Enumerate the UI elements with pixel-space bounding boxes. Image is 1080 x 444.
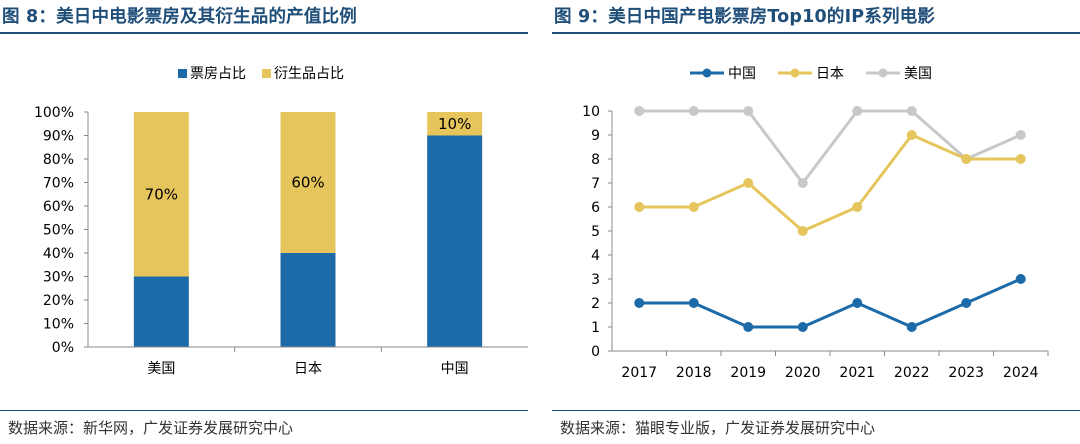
- point-1-5: [852, 298, 863, 308]
- y-tick-label-4: 30%: [43, 270, 74, 286]
- figure-9-panel: 图 9：美日中国产电影票房Top10的IP系列电影 中国 日本 美国 0 1 2 3 4 5 6 7…: [552, 0, 1080, 444]
- y-tick-label-2: 10%: [43, 317, 74, 333]
- data-label-3: 10%: [438, 115, 471, 133]
- y-tick-label-2: 1: [591, 320, 600, 336]
- point-1-8: [1015, 274, 1026, 284]
- title-rule: [552, 32, 1080, 34]
- point-2-6: [906, 130, 917, 140]
- y-tick-label-6: 50%: [43, 223, 74, 239]
- y-tick-label-1: 0: [591, 344, 600, 360]
- point-2-8: [1015, 154, 1026, 164]
- x-tick-label-6: 2022: [894, 365, 930, 381]
- legend-label-1: 票房占比: [190, 66, 246, 82]
- x-tick-label-5: 2021: [839, 365, 875, 381]
- y-tick-label-4: 3: [591, 272, 600, 288]
- x-tick-label-2: 2018: [676, 365, 712, 381]
- point-3-8: [1015, 130, 1026, 140]
- y-tick-label-10: 90%: [43, 129, 74, 145]
- y-tick-label-7: 6: [591, 200, 600, 216]
- y-tick-label-5: 40%: [43, 246, 74, 262]
- bar-1-2: [280, 253, 336, 347]
- x-tick-label-2: 日本: [294, 361, 322, 377]
- y-tick-label-11: 10: [582, 104, 600, 120]
- point-2-3: [743, 178, 754, 188]
- y-tick-label-6: 5: [591, 224, 600, 240]
- line-chart: 中国 日本 美国 0 1 2 3 4 5 6 7 8 9 10 2017 2018 2019 2020 2021 20…: [582, 66, 1049, 381]
- point-1-2: [688, 298, 699, 308]
- point-3-5: [852, 106, 863, 116]
- y-tick-label-8: 7: [591, 176, 600, 192]
- legend-marker-3: [878, 68, 888, 78]
- bar-1-3: [427, 135, 483, 347]
- point-3-1: [634, 106, 645, 116]
- stacked-bar-chart: 票房占比 衍生品占比 70% 美国 60% 日本 10% 中国 0% 10% 20% 30% 40% 50…: [34, 66, 528, 377]
- y-tick-label-5: 4: [591, 248, 600, 264]
- bar-1-1: [133, 276, 189, 347]
- y-tick-label-3: 2: [591, 296, 600, 312]
- series-line-2: [639, 133, 1021, 233]
- point-3-4: [797, 178, 808, 188]
- x-tick-label-1: 美国: [147, 361, 175, 377]
- point-1-3: [743, 322, 754, 332]
- x-tick-label-3: 2019: [730, 365, 766, 381]
- x-tick-label-7: 2023: [948, 365, 984, 381]
- series-line-3: [639, 109, 1022, 185]
- y-tick-label-10: 9: [591, 128, 600, 144]
- legend-swatch-1: [178, 69, 187, 78]
- point-1-1: [634, 298, 645, 308]
- bar-2-2: [280, 112, 336, 253]
- source-rule: [0, 410, 528, 411]
- figure-9-title: 图 9：美日中国产电影票房Top10的IP系列电影: [554, 7, 936, 27]
- legend-label-2: 日本: [816, 66, 844, 82]
- x-tick-label-3: 中国: [441, 361, 469, 377]
- y-tick-label-9: 8: [591, 152, 600, 168]
- data-label-1: 70%: [145, 185, 178, 203]
- x-tick-label-4: 2020: [785, 365, 821, 381]
- point-3-2: [688, 106, 699, 116]
- y-tick-label-8: 70%: [43, 176, 74, 192]
- x-tick-label-1: 2017: [621, 365, 657, 381]
- point-1-7: [961, 298, 972, 308]
- legend-label-1: 中国: [728, 66, 756, 82]
- figure-8-title: 图 8：美日中电影票房及其衍生品的产值比例: [2, 7, 357, 27]
- point-3-6: [906, 106, 917, 116]
- data-label-2: 60%: [291, 174, 324, 192]
- figure-8-panel: 图 8：美日中电影票房及其衍生品的产值比例 票房占比 衍生品占比 70% 美国 60% 日…: [0, 0, 528, 444]
- y-tick-label-9: 80%: [43, 152, 74, 168]
- y-tick-label-11: 100%: [34, 105, 74, 121]
- point-2-7: [961, 154, 972, 164]
- legend-label-3: 美国: [904, 66, 932, 82]
- y-tick-label-7: 60%: [43, 199, 74, 215]
- legend-swatch-2: [262, 69, 271, 78]
- point-2-4: [797, 226, 808, 236]
- series-line-1: [639, 277, 1022, 329]
- point-3-3: [743, 106, 754, 116]
- point-1-6: [906, 322, 917, 332]
- legend-marker-2: [790, 68, 800, 78]
- point-2-5: [852, 202, 863, 212]
- source-rule: [552, 410, 1080, 411]
- x-tick-label-8: 2024: [1003, 365, 1039, 381]
- figure-9-source: 数据来源：猫眼专业版，广发证券发展研究中心: [560, 419, 876, 437]
- y-tick-label-3: 20%: [43, 293, 74, 309]
- legend-label-2: 衍生品占比: [274, 66, 344, 82]
- title-rule: [0, 32, 528, 34]
- bar-2-3: [427, 112, 483, 136]
- figure-8-source: 数据来源：新华网，广发证券发展研究中心: [8, 419, 294, 437]
- point-1-4: [797, 322, 808, 332]
- point-2-1: [634, 202, 645, 212]
- bar-2-1: [133, 112, 189, 277]
- legend-marker-1: [702, 68, 712, 78]
- y-tick-label-1: 0%: [52, 340, 74, 356]
- point-2-2: [688, 202, 699, 212]
